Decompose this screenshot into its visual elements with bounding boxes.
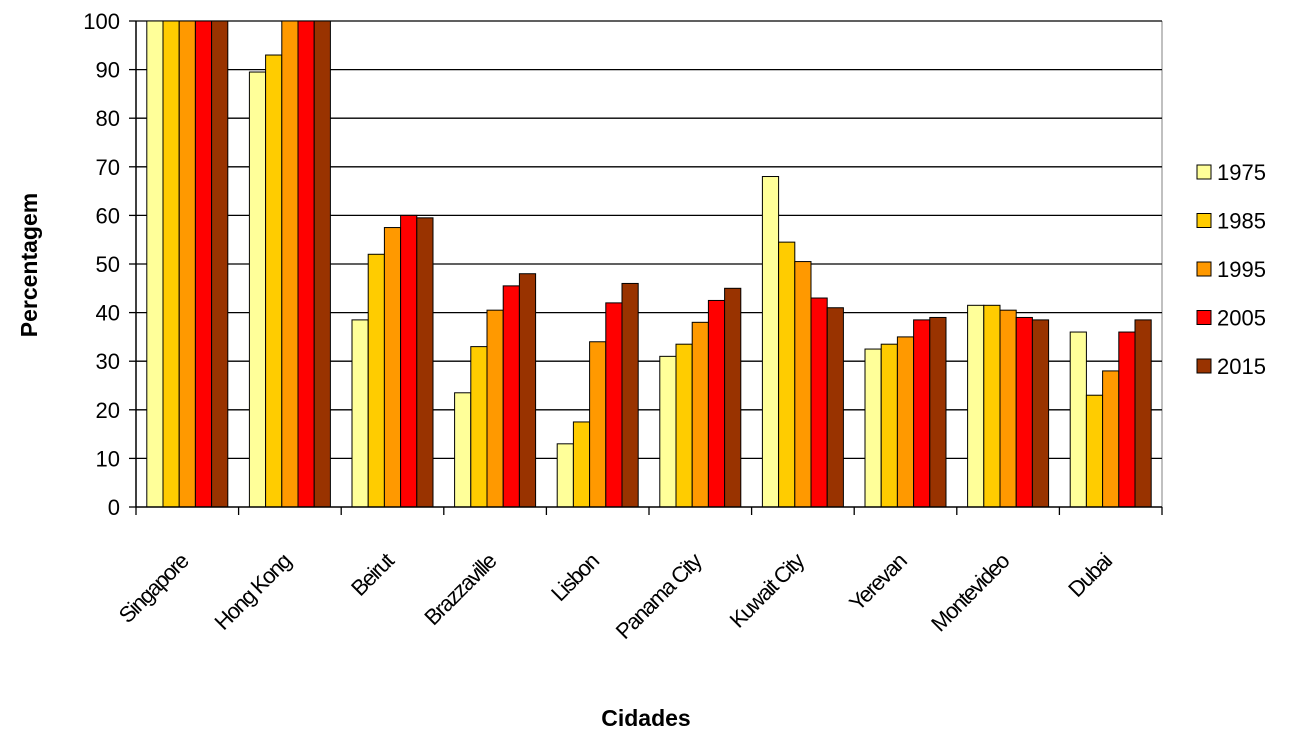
y-tick-label-20: 20 <box>96 398 120 423</box>
bar-2015-beirut <box>416 217 434 508</box>
legend-label-2005: 2005 <box>1217 306 1266 331</box>
bar-1985-montevideo <box>983 304 1001 508</box>
y-tick-label-50: 50 <box>96 252 120 277</box>
bar-2005-brazzaville <box>502 285 520 508</box>
x-tick-label-dubai: Dubai <box>1063 548 1116 601</box>
bar-1995-yerevan <box>896 336 915 508</box>
y-tick-label-90: 90 <box>96 58 120 83</box>
y-tick-label-30: 30 <box>96 349 120 374</box>
bar-1995-singapore <box>178 20 196 508</box>
x-tick-label-panama-city: Panama City <box>611 548 707 644</box>
legend-label-2015: 2015 <box>1217 354 1266 379</box>
legend-swatch-1985 <box>1196 213 1212 228</box>
bar-1995-montevideo <box>999 309 1017 508</box>
x-tick-labels: Singapore Hong Kong Beirut Brazzaville Lisbo… <box>114 548 1117 644</box>
bar-2005-panama-city <box>707 299 726 508</box>
bar-2005-yerevan <box>913 319 931 508</box>
bar-2015-dubai <box>1134 319 1152 508</box>
bar-2005-kuwait-city <box>810 297 828 508</box>
y-tick-label-40: 40 <box>96 301 120 326</box>
bar-2015-hong-kong <box>313 20 331 508</box>
bar-1985-panama-city <box>675 343 693 508</box>
bar-2005-singapore <box>194 20 213 508</box>
bar-2015-montevideo <box>1031 319 1050 508</box>
bar-2005-hong-kong <box>297 20 315 508</box>
y-tick-labels: 0 10 20 30 40 50 60 70 80 90 100 <box>83 9 120 520</box>
x-tick-label-brazzaville: Brazzaville <box>419 548 501 630</box>
bar-1985-dubai <box>1085 394 1104 508</box>
bar-1995-panama-city <box>691 321 709 508</box>
bar-1975-montevideo <box>967 304 985 508</box>
bar-1995-beirut <box>383 227 402 508</box>
x-tick-label-montevideo: Montevideo <box>926 548 1014 636</box>
x-tick-label-yerevan: Yerevan <box>844 549 911 616</box>
bar-1995-kuwait-city <box>794 261 812 508</box>
bar-2005-montevideo <box>1015 316 1033 508</box>
bar-2015-yerevan <box>929 316 947 508</box>
x-tick-label-kuwait-city: Kuwait City <box>725 548 810 633</box>
legend-swatch-2015 <box>1196 358 1212 374</box>
bar-1975-panama-city <box>659 355 677 508</box>
y-tick-label-60: 60 <box>96 203 120 228</box>
bar-1995-lisbon <box>589 341 607 508</box>
bar-2005-lisbon <box>605 302 623 508</box>
x-tick-label-beirut: Beirut <box>346 548 399 601</box>
bar-2005-beirut <box>400 214 418 508</box>
y-tick-label-80: 80 <box>96 106 120 131</box>
y-tick-label-10: 10 <box>96 446 120 471</box>
legend-label-1985: 1985 <box>1217 209 1266 234</box>
x-tick-label-lisbon: Lisbon <box>546 549 603 606</box>
y-tick-label-70: 70 <box>96 155 120 180</box>
bar-2015-brazzaville <box>518 273 537 508</box>
legend-swatch-2005 <box>1196 310 1212 325</box>
bar-1985-kuwait-city <box>778 241 796 508</box>
legend: 1975 1985 1995 2005 2015 <box>1196 160 1266 379</box>
bar-1995-brazzaville <box>486 309 504 508</box>
bar-1995-hong-kong <box>281 20 299 508</box>
bar-1985-brazzaville <box>470 346 488 508</box>
x-axis-title: Cidades <box>601 705 690 731</box>
bar-1975-singapore <box>146 20 164 508</box>
bar-1975-dubai <box>1069 331 1087 508</box>
bar-2005-dubai <box>1118 331 1136 508</box>
bar-1995-dubai <box>1102 370 1120 508</box>
bar-2015-singapore <box>211 20 229 508</box>
axes <box>129 20 1163 515</box>
y-tick-label-100: 100 <box>83 9 120 34</box>
y-axis-title: Percentagem <box>16 193 42 337</box>
bar-2015-kuwait-city <box>826 307 844 508</box>
bar-1985-beirut <box>367 253 385 508</box>
y-tick-label-0: 0 <box>108 495 120 520</box>
legend-swatch-1975 <box>1196 164 1212 180</box>
bar-1975-hong-kong <box>248 71 267 508</box>
legend-swatch-1995 <box>1196 261 1212 277</box>
x-tick-label-hong-kong: Hong Kong <box>209 549 295 635</box>
legend-label-1975: 1975 <box>1217 160 1266 185</box>
bar-1985-yerevan <box>880 343 898 508</box>
bar-1975-brazzaville <box>454 392 472 508</box>
bar-1985-hong-kong <box>265 54 283 508</box>
bar-1975-lisbon <box>556 443 574 508</box>
bar-1975-beirut <box>351 319 369 508</box>
bar-2015-lisbon <box>621 282 639 508</box>
bar-2015-panama-city <box>724 287 742 508</box>
bar-1975-yerevan <box>864 348 882 508</box>
bar-1985-singapore <box>162 20 180 508</box>
bar-1985-lisbon <box>572 421 591 508</box>
x-tick-label-singapore: Singapore <box>114 548 194 628</box>
legend-label-1995: 1995 <box>1217 257 1266 282</box>
bar-1975-kuwait-city <box>761 176 780 508</box>
